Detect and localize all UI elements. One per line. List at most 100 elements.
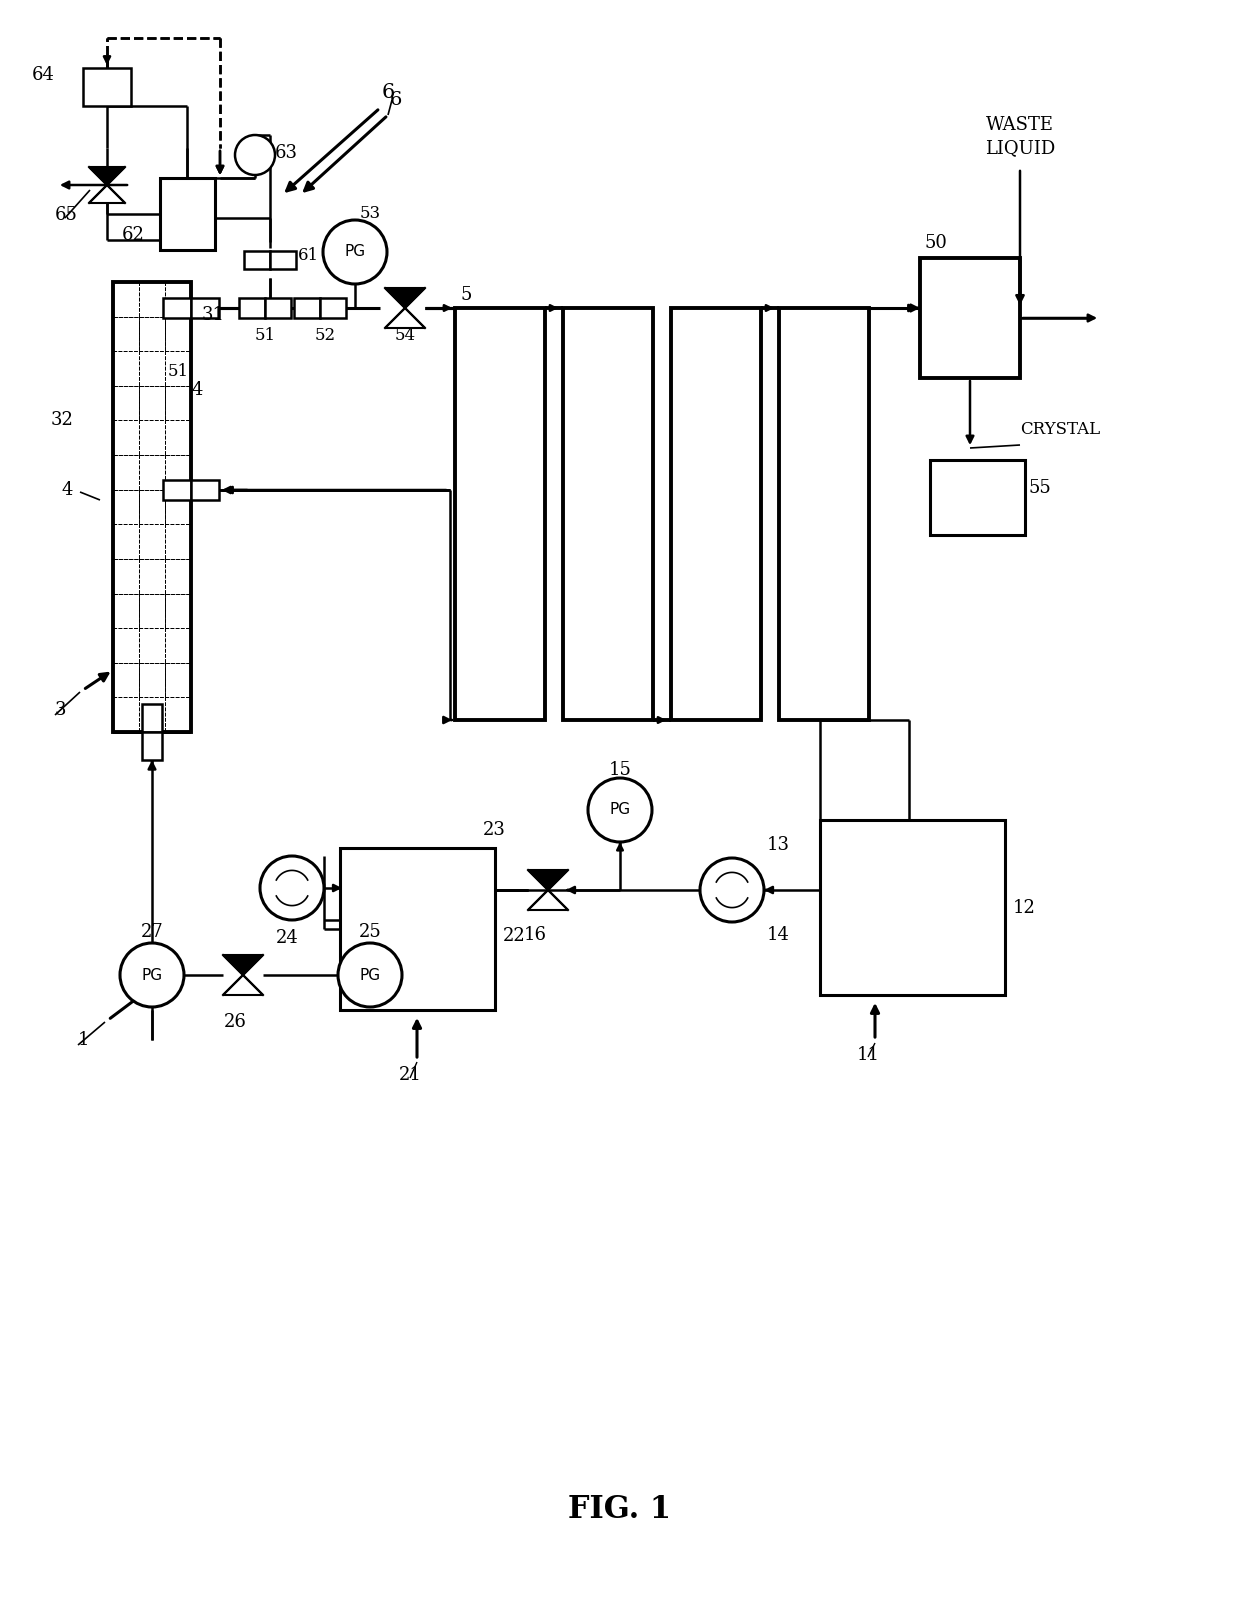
Bar [139,697,165,732]
Bar [165,386,191,421]
Bar [244,252,270,269]
Bar [113,386,139,421]
Bar [113,352,139,386]
Bar [139,490,165,524]
Bar [165,352,191,386]
Text: 53: 53 [360,205,381,221]
Text: 3: 3 [55,702,67,719]
Bar [165,524,191,560]
Circle shape [322,219,387,284]
Bar [162,481,191,500]
Bar [920,258,1021,377]
Bar [113,524,139,560]
Bar [930,460,1025,536]
Bar [340,848,495,1010]
Text: 11: 11 [857,1045,879,1065]
Bar [143,703,162,732]
Circle shape [120,944,184,1007]
Bar [139,663,165,697]
Text: 24: 24 [275,929,299,947]
Text: 55: 55 [1028,479,1050,497]
Text: CRYSTAL: CRYSTAL [1021,421,1100,439]
Polygon shape [89,168,125,185]
Text: 4: 4 [62,481,73,498]
Bar [191,481,219,500]
Polygon shape [223,974,263,995]
Text: 25: 25 [358,923,382,940]
Text: PG: PG [609,803,631,818]
Text: 51: 51 [255,326,277,344]
Bar [165,421,191,455]
Text: FIG. 1: FIG. 1 [568,1495,672,1526]
Bar [165,282,191,316]
Bar [165,560,191,594]
Bar [165,594,191,627]
Text: 50: 50 [925,234,947,252]
Bar [820,819,1004,995]
Polygon shape [89,185,125,203]
Text: 64: 64 [32,66,55,84]
Bar [270,252,296,269]
Bar [455,308,546,719]
Bar [113,697,139,732]
Bar [143,732,162,760]
Bar [563,308,653,719]
Bar [83,68,131,106]
Text: 12: 12 [1013,898,1035,918]
Text: 14: 14 [768,926,790,944]
Bar [671,308,761,719]
Polygon shape [528,869,568,890]
Text: 22: 22 [503,927,526,945]
Text: 13: 13 [768,836,790,853]
Text: 6: 6 [382,84,394,103]
Polygon shape [223,955,263,974]
Bar [165,316,191,352]
Text: PG: PG [360,968,381,982]
Circle shape [339,944,402,1007]
Bar [294,298,320,318]
Polygon shape [384,308,425,327]
Text: 65: 65 [55,206,78,224]
Text: 21: 21 [398,1066,422,1084]
Bar [165,627,191,663]
Text: 27: 27 [140,923,164,940]
Text: 16: 16 [523,926,547,944]
Text: 31: 31 [202,306,224,324]
Polygon shape [384,289,425,308]
Text: 5: 5 [460,286,471,303]
Bar [139,386,165,421]
Text: PG: PG [345,245,366,260]
Text: 4: 4 [192,381,203,398]
Bar [113,316,139,352]
Bar [113,594,139,627]
Bar [160,177,215,250]
Bar [139,560,165,594]
Bar [191,298,219,318]
Polygon shape [528,890,568,910]
Bar [139,455,165,490]
Bar [139,352,165,386]
Text: 6: 6 [391,90,402,110]
Bar [165,697,191,732]
Circle shape [701,858,764,923]
Bar [165,455,191,490]
Text: WASTE: WASTE [986,116,1054,134]
Bar [113,455,139,490]
Bar [113,560,139,594]
Bar [139,627,165,663]
Bar [113,663,139,697]
Bar [139,421,165,455]
Text: PG: PG [141,968,162,982]
Text: 1: 1 [78,1031,89,1048]
Bar [139,524,165,560]
Bar [139,594,165,627]
Text: 32: 32 [50,411,73,429]
Text: 26: 26 [223,1013,247,1031]
Text: 61: 61 [298,247,319,263]
Text: 54: 54 [396,326,417,344]
Circle shape [588,777,652,842]
Bar [239,298,265,318]
Text: 63: 63 [275,144,298,161]
Text: 51: 51 [167,363,190,381]
Text: 23: 23 [484,821,506,839]
